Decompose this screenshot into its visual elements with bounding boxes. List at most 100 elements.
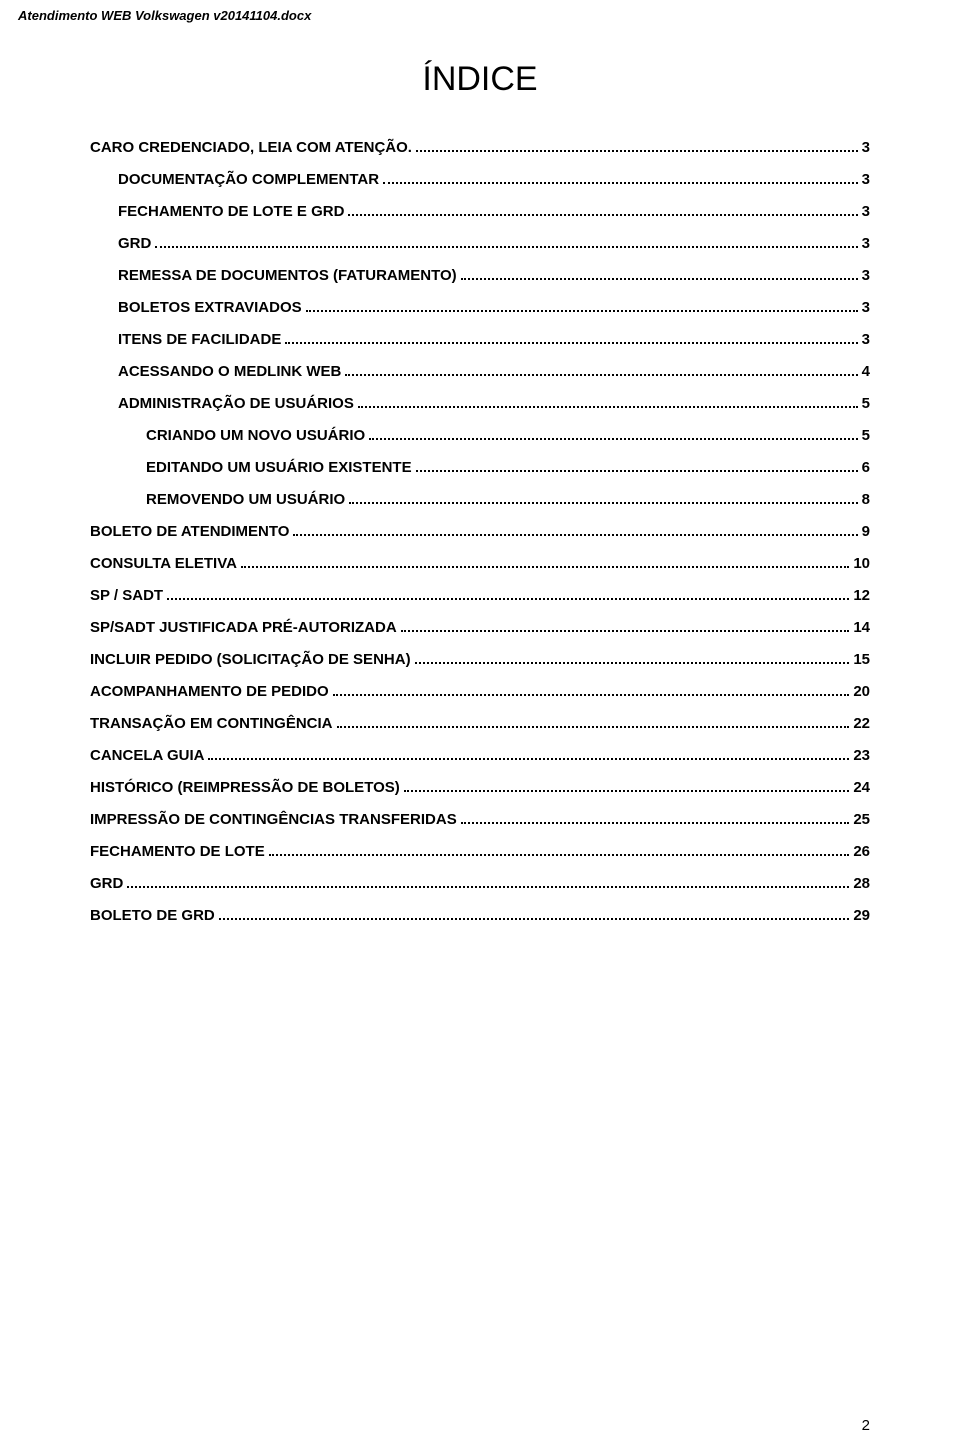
toc-leader — [337, 719, 850, 728]
toc-entry-page: 3 — [862, 235, 870, 253]
toc-leader — [404, 783, 850, 792]
toc-entry-label: ITENS DE FACILIDADE — [118, 331, 281, 349]
toc-leader — [127, 879, 849, 888]
toc-entry-label: BOLETOS EXTRAVIADOS — [118, 299, 302, 317]
toc-leader — [155, 239, 857, 248]
toc-entry-page: 6 — [862, 459, 870, 477]
toc-entry-page: 3 — [862, 299, 870, 317]
toc-entry-label: BOLETO DE ATENDIMENTO — [90, 523, 289, 541]
toc-entry-label: SP/SADT JUSTIFICADA PRÉ-AUTORIZADA — [90, 619, 397, 637]
toc-entry: DOCUMENTAÇÃO COMPLEMENTAR 3 — [90, 171, 870, 189]
toc-entry: HISTÓRICO (REIMPRESSÃO DE BOLETOS) 24 — [90, 779, 870, 797]
toc-leader — [219, 911, 850, 920]
toc-entry-label: IMPRESSÃO DE CONTINGÊNCIAS TRANSFERIDAS — [90, 811, 457, 829]
toc-leader — [241, 559, 849, 568]
toc-entry: SP / SADT 12 — [90, 587, 870, 605]
toc-leader — [461, 815, 850, 824]
toc-entry-page: 23 — [853, 747, 870, 765]
toc-entry: SP/SADT JUSTIFICADA PRÉ-AUTORIZADA 14 — [90, 619, 870, 637]
toc-leader — [285, 335, 857, 344]
toc-entry: REMESSA DE DOCUMENTOS (FATURAMENTO)3 — [90, 267, 870, 285]
toc-entry: CARO CREDENCIADO, LEIA COM ATENÇÃO. 3 — [90, 139, 870, 157]
toc-entry-label: FECHAMENTO DE LOTE E GRD — [118, 203, 344, 221]
toc-entry-page: 5 — [862, 427, 870, 445]
toc-entry-page: 26 — [853, 843, 870, 861]
toc-entry-label: FECHAMENTO DE LOTE — [90, 843, 265, 861]
document-page: Atendimento WEB Volkswagen v20141104.doc… — [0, 0, 960, 1454]
toc-leader — [349, 495, 857, 504]
toc-entry-label: HISTÓRICO (REIMPRESSÃO DE BOLETOS) — [90, 779, 400, 797]
toc-entry: INCLUIR PEDIDO (SOLICITAÇÃO DE SENHA) 15 — [90, 651, 870, 669]
toc-entry-page: 28 — [853, 875, 870, 893]
toc-entry-page: 12 — [853, 587, 870, 605]
toc-leader — [369, 431, 857, 440]
toc-entry: CONSULTA ELETIVA 10 — [90, 555, 870, 573]
toc-entry-page: 25 — [853, 811, 870, 829]
toc-entry: ADMINISTRAÇÃO DE USUÁRIOS 5 — [90, 395, 870, 413]
toc-entry-page: 15 — [853, 651, 870, 669]
toc-entry-label: GRD — [90, 875, 123, 893]
toc-entry-label: SP / SADT — [90, 587, 163, 605]
toc-entry: FECHAMENTO DE LOTE 26 — [90, 843, 870, 861]
toc-entry-label: CANCELA GUIA — [90, 747, 204, 765]
toc-entry: ACOMPANHAMENTO DE PEDIDO 20 — [90, 683, 870, 701]
toc-entry-label: INCLUIR PEDIDO (SOLICITAÇÃO DE SENHA) — [90, 651, 411, 669]
toc-entry-page: 4 — [862, 363, 870, 381]
toc-entry-label: CONSULTA ELETIVA — [90, 555, 237, 573]
table-of-contents: CARO CREDENCIADO, LEIA COM ATENÇÃO.3DOCU… — [90, 139, 870, 925]
toc-leader — [293, 527, 857, 536]
toc-entry-label: ACESSANDO O MEDLINK WEB — [118, 363, 341, 381]
toc-entry-label: BOLETO DE GRD — [90, 907, 215, 925]
toc-leader — [348, 207, 857, 216]
toc-entry: ACESSANDO O MEDLINK WEB 4 — [90, 363, 870, 381]
toc-leader — [416, 143, 858, 152]
toc-entry-label: REMOVENDO UM USUÁRIO — [146, 491, 345, 509]
toc-entry-label: CARO CREDENCIADO, LEIA COM ATENÇÃO. — [90, 139, 412, 157]
toc-leader — [345, 367, 857, 376]
toc-entry-page: 14 — [853, 619, 870, 637]
toc-entry: CANCELA GUIA 23 — [90, 747, 870, 765]
toc-entry-label: ACOMPANHAMENTO DE PEDIDO — [90, 683, 329, 701]
toc-leader — [401, 623, 850, 632]
toc-entry-page: 3 — [862, 139, 870, 157]
toc-entry-label: DOCUMENTAÇÃO COMPLEMENTAR — [118, 171, 379, 189]
toc-leader — [167, 591, 849, 600]
toc-leader — [333, 687, 850, 696]
index-title: ÍNDICE — [90, 60, 870, 99]
toc-entry-page: 22 — [853, 715, 870, 733]
toc-entry-page: 10 — [853, 555, 870, 573]
toc-leader — [358, 399, 858, 408]
toc-leader — [383, 175, 858, 184]
toc-leader — [208, 751, 849, 760]
toc-entry-label: CRIANDO UM NOVO USUÁRIO — [146, 427, 365, 445]
toc-entry-label: TRANSAÇÃO EM CONTINGÊNCIA — [90, 715, 333, 733]
toc-entry-label: ADMINISTRAÇÃO DE USUÁRIOS — [118, 395, 354, 413]
toc-entry-page: 5 — [862, 395, 870, 413]
toc-entry: GRD 28 — [90, 875, 870, 893]
toc-entry: FECHAMENTO DE LOTE E GRD 3 — [90, 203, 870, 221]
toc-entry-page: 24 — [853, 779, 870, 797]
toc-leader — [416, 463, 858, 472]
toc-entry: BOLETO DE GRD 29 — [90, 907, 870, 925]
toc-entry: BOLETO DE ATENDIMENTO 9 — [90, 523, 870, 541]
toc-entry-label: GRD — [118, 235, 151, 253]
toc-entry: EDITANDO UM USUÁRIO EXISTENTE6 — [90, 459, 870, 477]
toc-leader — [306, 303, 858, 312]
toc-entry: TRANSAÇÃO EM CONTINGÊNCIA 22 — [90, 715, 870, 733]
toc-entry-page: 3 — [862, 331, 870, 349]
toc-entry: REMOVENDO UM USUÁRIO 8 — [90, 491, 870, 509]
toc-entry: BOLETOS EXTRAVIADOS 3 — [90, 299, 870, 317]
toc-entry: ITENS DE FACILIDADE 3 — [90, 331, 870, 349]
toc-entry-page: 8 — [862, 491, 870, 509]
toc-leader — [461, 271, 858, 280]
toc-leader — [415, 655, 850, 664]
page-number: 2 — [862, 1417, 870, 1434]
toc-entry-page: 3 — [862, 171, 870, 189]
toc-entry-page: 29 — [853, 907, 870, 925]
document-header: Atendimento WEB Volkswagen v20141104.doc… — [18, 8, 311, 23]
toc-entry-page: 3 — [862, 203, 870, 221]
toc-entry-page: 3 — [862, 267, 870, 285]
toc-entry: GRD 3 — [90, 235, 870, 253]
toc-entry-page: 20 — [853, 683, 870, 701]
toc-entry-page: 9 — [862, 523, 870, 541]
